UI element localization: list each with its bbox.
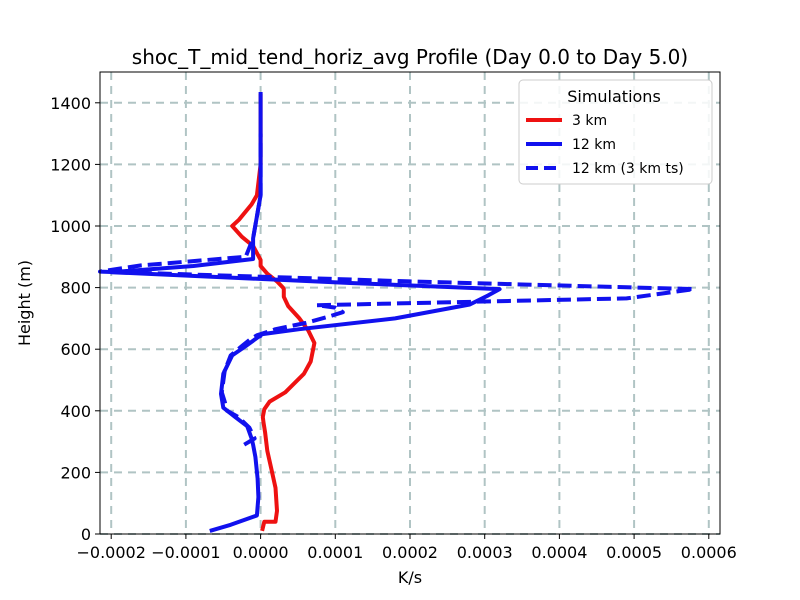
legend: Simulations 3 km 12 km 12 km (3 km ts)	[518, 79, 713, 185]
x-axis: −0.0002 −0.0001 0.0000 0.0001 0.0002 0.0003 0.…	[77, 534, 737, 562]
chart-title: shoc_T_mid_tend_horiz_avg Profile (Day 0…	[132, 45, 688, 69]
series-line-3-km	[230, 93, 317, 532]
y-axis: 0 200 400 600 800 1000 1200 1400	[50, 94, 100, 544]
legend-entry: 12 km	[572, 137, 616, 153]
series-layer	[98, 92, 696, 533]
legend-entry: 12 km (3 km ts)	[572, 161, 684, 177]
legend-box	[518, 79, 713, 185]
y-tick-label: 400	[60, 402, 91, 421]
series-line-12-km-3-km-ts-	[98, 133, 696, 447]
y-tick-label: 1200	[50, 155, 91, 174]
legend-entry: 3 km	[572, 113, 607, 129]
y-tick-label: 0	[81, 525, 91, 544]
series-line-12-km	[109, 92, 502, 533]
x-tick-label: 0.0001	[307, 543, 363, 562]
x-tick-label: −0.0001	[151, 543, 220, 562]
legend-title: Simulations	[567, 87, 661, 106]
x-tick-label: 0.0005	[606, 543, 662, 562]
y-axis-label: Height (m)	[15, 260, 34, 346]
y-tick-label: 200	[60, 463, 91, 482]
y-tick-label: 800	[60, 279, 91, 298]
x-tick-label: 0.0003	[457, 543, 513, 562]
x-tick-label: 0.0002	[382, 543, 438, 562]
y-tick-label: 1400	[50, 94, 91, 113]
x-axis-label: K/s	[398, 568, 422, 587]
x-tick-label: 0.0006	[681, 543, 737, 562]
y-tick-label: 1000	[50, 217, 91, 236]
x-tick-label: 0.0000	[233, 543, 289, 562]
x-tick-label: 0.0004	[531, 543, 587, 562]
x-tick-label: −0.0002	[77, 543, 146, 562]
y-tick-label: 600	[60, 340, 91, 359]
